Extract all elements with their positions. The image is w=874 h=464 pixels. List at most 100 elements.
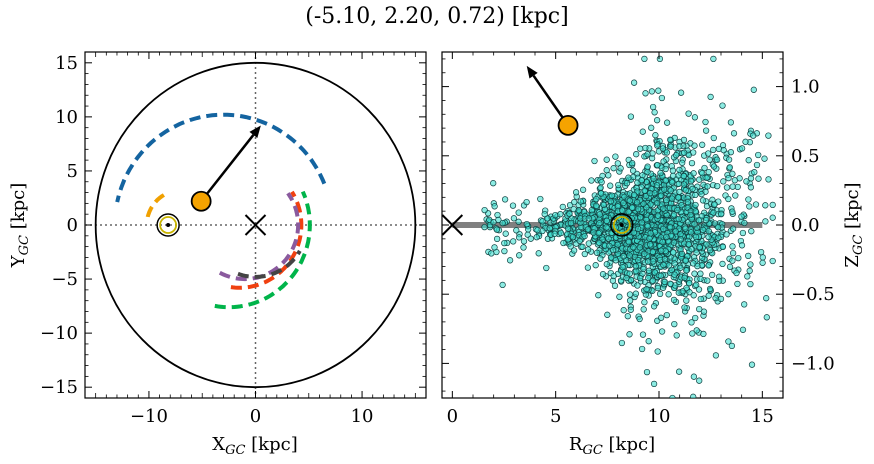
star-point — [638, 177, 645, 184]
sun-marker-ring — [159, 216, 178, 234]
star-point — [720, 147, 727, 154]
star-point — [663, 119, 671, 126]
star-point — [667, 143, 674, 150]
star-point — [603, 156, 610, 163]
star-point — [680, 181, 688, 188]
star-point — [723, 184, 731, 191]
star-point — [584, 246, 592, 253]
star-point — [585, 215, 592, 222]
star-point — [751, 169, 758, 176]
star-point — [681, 274, 688, 281]
star-point — [720, 178, 727, 185]
star-point — [537, 195, 544, 203]
star-point — [706, 247, 714, 254]
star-point — [683, 297, 690, 304]
star-point — [541, 210, 548, 218]
star-point — [593, 202, 600, 209]
star-point — [757, 248, 765, 256]
star-point — [733, 269, 740, 277]
star-point — [690, 373, 698, 380]
star-point — [699, 170, 706, 177]
star-point — [567, 219, 575, 227]
star-point — [709, 271, 716, 279]
star-point — [705, 233, 712, 241]
star-point — [670, 249, 677, 256]
star-point — [755, 151, 762, 159]
star-point — [672, 228, 679, 235]
star-point — [682, 187, 689, 194]
star-point — [612, 257, 619, 264]
star-point — [501, 196, 509, 203]
star-point — [745, 252, 752, 260]
star-point — [657, 314, 665, 321]
star-point — [539, 218, 546, 225]
star-point — [520, 238, 528, 245]
star-point — [632, 263, 639, 270]
star-point — [557, 229, 565, 237]
star-point — [620, 253, 627, 260]
star-point — [634, 282, 641, 289]
star-point — [710, 55, 717, 63]
star-point — [629, 167, 637, 174]
star-point — [719, 243, 727, 251]
star-point — [619, 207, 626, 214]
spiral-arm-arc-5 — [145, 193, 165, 220]
star-point — [567, 243, 574, 250]
star-point — [651, 269, 658, 276]
star-point — [488, 250, 495, 257]
star-point — [643, 368, 651, 376]
star-point — [658, 247, 665, 254]
z-tick-label: −1.0 — [791, 353, 835, 374]
x-tick-label-right: 5 — [550, 406, 561, 427]
star-point — [689, 185, 696, 193]
star-point — [662, 165, 669, 173]
star-point — [610, 272, 617, 280]
star-point — [626, 291, 634, 298]
star-point — [699, 226, 707, 234]
star-point — [493, 226, 501, 233]
star-point — [688, 246, 695, 253]
left-plot-area — [85, 52, 426, 398]
star-point — [647, 230, 654, 237]
star-point — [697, 295, 704, 303]
star-point — [579, 186, 587, 193]
star-point — [699, 197, 707, 204]
star-point — [481, 206, 488, 214]
star-point — [723, 231, 730, 238]
star-point — [729, 208, 736, 215]
star-point — [646, 235, 653, 242]
star-point — [616, 293, 623, 300]
star-point — [743, 178, 750, 185]
star-point — [650, 303, 658, 310]
right-ylabel: ZGC [kpc] — [842, 182, 866, 267]
star-point — [653, 182, 661, 189]
star-point — [689, 330, 696, 337]
star-point — [523, 198, 530, 206]
star-point — [619, 263, 626, 271]
spiral-arm-arc-0 — [115, 112, 327, 203]
star-point — [659, 238, 666, 246]
star-point — [593, 195, 600, 203]
star-point — [707, 93, 714, 101]
x-tick-label-right: 0 — [447, 406, 458, 427]
star-point — [559, 203, 566, 211]
star-point — [669, 179, 676, 186]
star-point — [654, 212, 662, 219]
star-point — [697, 275, 704, 283]
galactic-center-marker-right — [442, 214, 464, 236]
star-point — [572, 189, 580, 196]
star-point — [510, 215, 518, 222]
object-marker-left — [190, 190, 212, 212]
star-point — [640, 265, 647, 273]
star-point — [729, 183, 736, 190]
star-point — [626, 270, 633, 277]
star-point — [658, 328, 666, 335]
star-point — [678, 250, 686, 258]
star-point — [687, 177, 695, 185]
star-point — [769, 214, 776, 221]
star-point — [642, 90, 649, 97]
star-point — [748, 228, 755, 235]
star-point — [763, 295, 770, 302]
star-point — [701, 164, 708, 172]
star-point — [673, 332, 680, 339]
